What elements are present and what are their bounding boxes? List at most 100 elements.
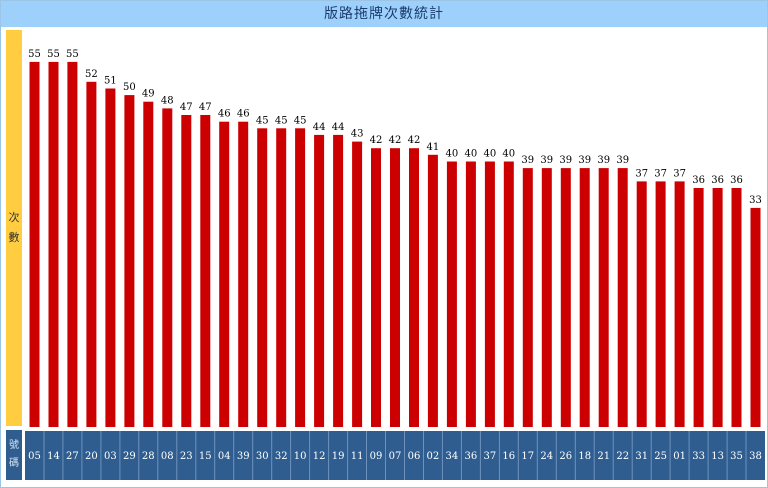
bar-24 — [541, 168, 552, 427]
category-label-25: 25 — [654, 451, 667, 462]
bar-27 — [67, 61, 78, 428]
bar-32 — [276, 128, 287, 428]
value-label-04: 46 — [218, 109, 231, 120]
x-axis-label-char-2: 碼 — [9, 458, 19, 469]
category-label-23: 23 — [180, 451, 193, 462]
category-label-26: 26 — [559, 451, 572, 462]
bar-36 — [465, 161, 476, 427]
bar-07 — [390, 148, 400, 427]
value-label-12: 44 — [313, 122, 326, 133]
bar-14 — [48, 61, 59, 428]
bar-37 — [484, 161, 495, 427]
category-label-37: 37 — [484, 451, 497, 462]
bar-30 — [257, 128, 268, 428]
category-label-17: 17 — [521, 451, 534, 462]
bar-04 — [219, 121, 230, 427]
value-label-22: 39 — [616, 155, 629, 166]
value-label-16: 40 — [502, 149, 515, 160]
bar-06 — [409, 148, 419, 427]
value-label-25: 37 — [654, 168, 667, 179]
category-label-07: 07 — [389, 451, 402, 462]
bar-23 — [181, 115, 192, 427]
category-label-30: 30 — [256, 451, 269, 462]
bar-02 — [427, 154, 438, 428]
bar-25 — [655, 181, 666, 427]
bar-15 — [200, 115, 211, 427]
category-label-22: 22 — [616, 451, 629, 462]
bar-20 — [86, 81, 97, 428]
value-label-13: 36 — [711, 175, 724, 186]
bar-10 — [295, 128, 306, 428]
bar-17 — [522, 168, 533, 427]
bar-05 — [29, 61, 40, 428]
bar-16 — [503, 161, 514, 427]
category-label-01: 01 — [673, 451, 686, 462]
value-label-24: 39 — [540, 155, 553, 166]
x-axis-label: 號 碼 — [6, 430, 22, 480]
value-label-10: 45 — [294, 115, 307, 126]
category-label-36: 36 — [465, 451, 478, 462]
category-label-15: 15 — [199, 451, 212, 462]
category-label-39: 39 — [237, 451, 250, 462]
y-axis-label: 次 數 — [6, 30, 22, 426]
value-label-28: 49 — [142, 89, 155, 100]
value-label-35: 36 — [730, 175, 743, 186]
value-label-15: 47 — [199, 102, 212, 113]
category-label-38: 38 — [749, 451, 762, 462]
category-label-10: 10 — [294, 451, 307, 462]
category-label-06: 06 — [408, 451, 421, 462]
value-label-03: 51 — [104, 76, 117, 87]
category-label-21: 21 — [597, 451, 610, 462]
value-label-21: 39 — [597, 155, 610, 166]
category-label-29: 29 — [123, 451, 136, 462]
category-label-05: 05 — [28, 451, 41, 462]
value-label-29: 50 — [123, 82, 136, 93]
bar-19 — [333, 134, 344, 427]
bar-38 — [750, 207, 761, 427]
category-label-20: 20 — [85, 451, 98, 462]
bar-29 — [124, 95, 135, 427]
value-label-39: 46 — [237, 109, 250, 120]
category-label-31: 31 — [635, 451, 648, 462]
category-label-28: 28 — [142, 451, 155, 462]
category-label-32: 32 — [275, 451, 288, 462]
value-label-30: 45 — [256, 115, 269, 126]
category-label-33: 33 — [692, 451, 705, 462]
category-label-11: 11 — [351, 451, 364, 462]
category-band — [25, 431, 765, 480]
bar-13 — [712, 188, 723, 427]
value-label-08: 48 — [161, 95, 174, 106]
value-label-27: 55 — [66, 49, 79, 60]
bar-08 — [162, 108, 173, 428]
value-label-02: 41 — [427, 142, 440, 153]
value-label-17: 39 — [521, 155, 534, 166]
bar-11 — [352, 141, 363, 427]
bar-35 — [731, 188, 742, 427]
category-label-24: 24 — [540, 451, 553, 462]
value-label-26: 39 — [559, 155, 572, 166]
y-axis-label-char-1: 次 — [8, 211, 20, 224]
x-axis-label-char-1: 號 — [9, 440, 19, 451]
value-label-01: 37 — [673, 168, 686, 179]
category-label-35: 35 — [730, 451, 743, 462]
category-label-16: 16 — [502, 451, 515, 462]
value-label-33: 36 — [692, 175, 705, 186]
bar-21 — [598, 168, 609, 427]
category-label-27: 27 — [66, 451, 79, 462]
bar-39 — [238, 121, 249, 427]
category-label-19: 19 — [332, 451, 345, 462]
value-label-05: 55 — [28, 49, 41, 60]
bar-03 — [105, 88, 116, 427]
value-label-11: 43 — [351, 129, 364, 140]
category-label-14: 14 — [47, 451, 60, 462]
value-label-34: 40 — [446, 149, 459, 160]
y-axis-label-char-2: 數 — [8, 231, 20, 244]
bar-34 — [446, 161, 457, 427]
bar-01 — [674, 181, 685, 427]
category-label-18: 18 — [578, 451, 591, 462]
category-label-04: 04 — [218, 451, 231, 462]
bar-18 — [579, 168, 590, 427]
bar-28 — [143, 101, 154, 427]
value-label-32: 45 — [275, 115, 288, 126]
